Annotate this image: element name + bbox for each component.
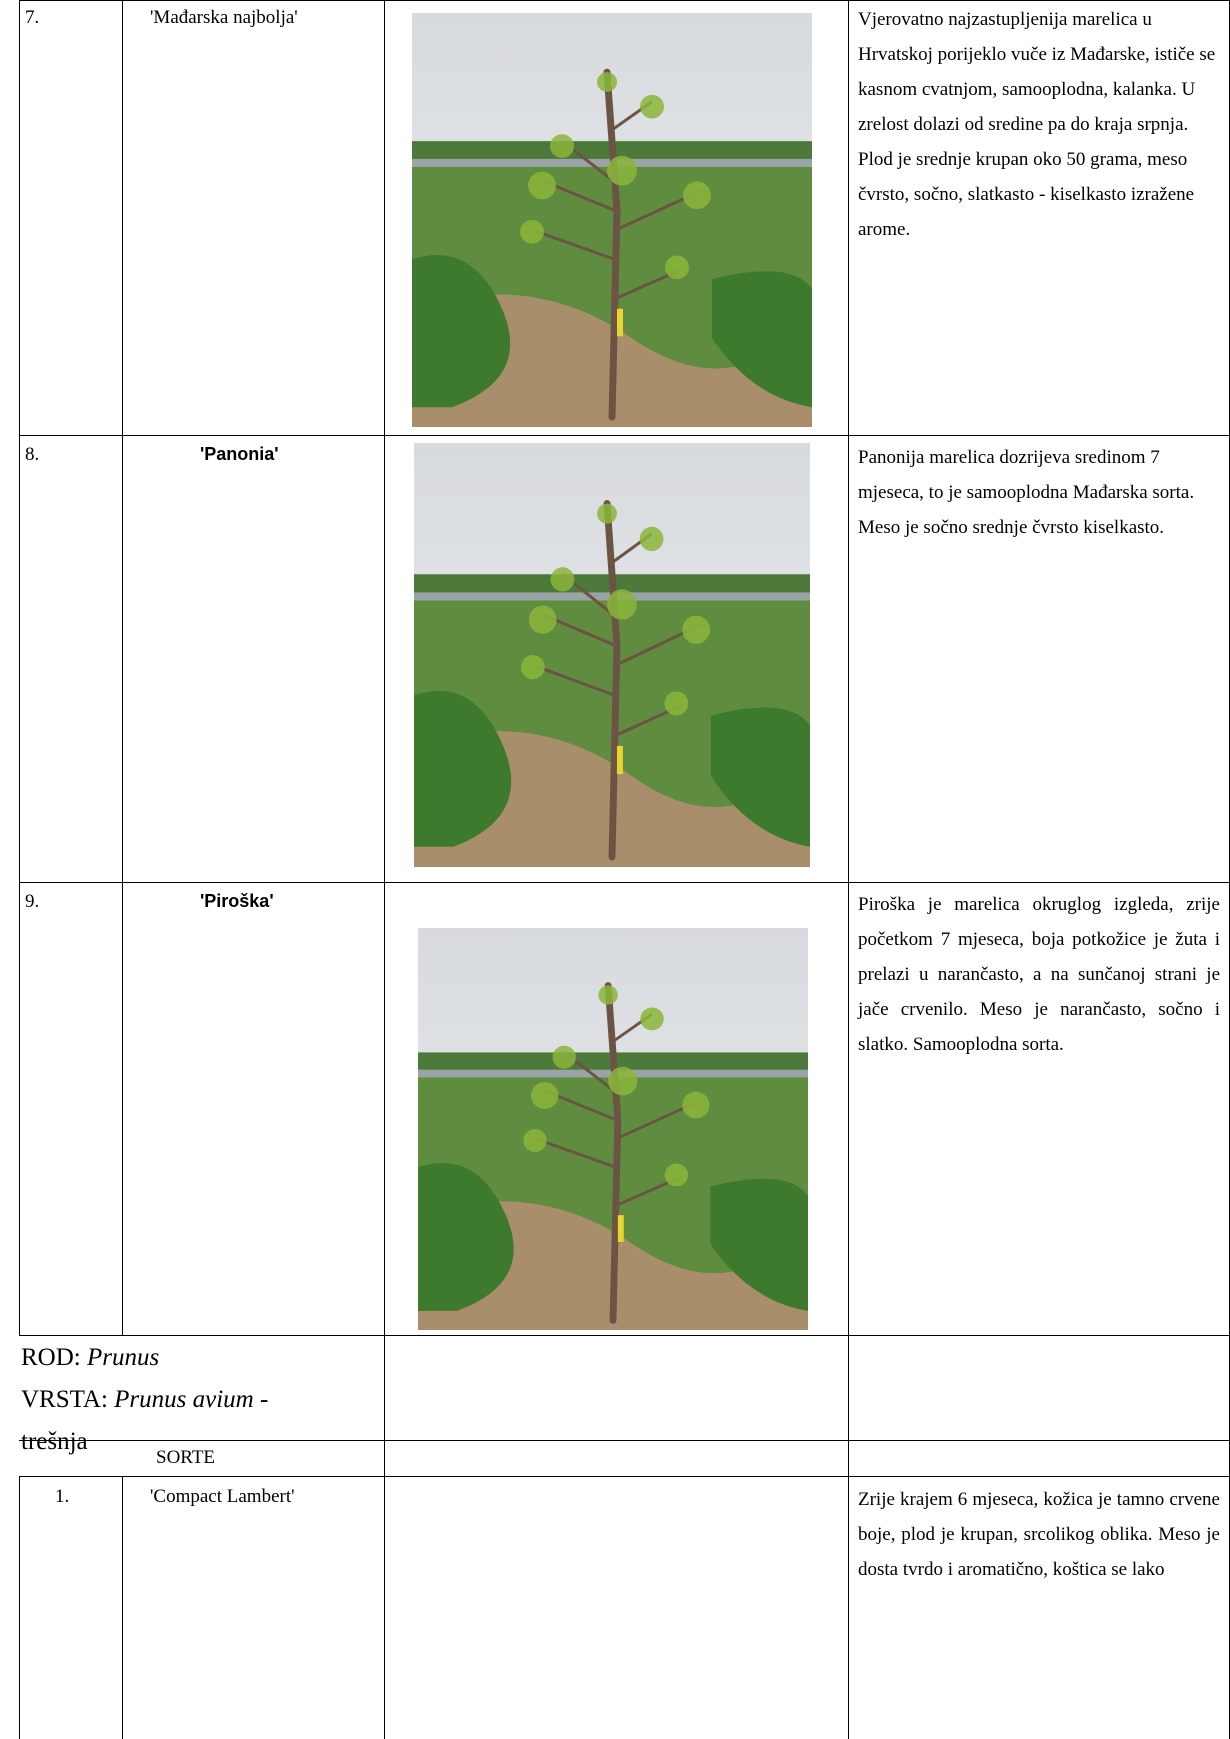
common-name: trešnja xyxy=(21,1428,88,1455)
variety-name: 'Mađarska najbolja' xyxy=(150,7,298,28)
variety-name: 'Piroška' xyxy=(200,891,274,911)
border xyxy=(384,0,385,1739)
separator: - xyxy=(259,1386,269,1413)
row-number: 7. xyxy=(25,7,40,28)
border xyxy=(19,1440,1230,1441)
genus: Prunus xyxy=(86,1344,160,1371)
description: Vjerovatno najzastupljenija marelica u H… xyxy=(858,9,1216,240)
genus-info: ROD: Prunus VRSTA: Prunus avium - trešnj… xyxy=(21,1337,376,1463)
border xyxy=(19,1476,1230,1477)
photo xyxy=(418,928,808,1330)
description: Piroška je marelica okruglog izgleda, zr… xyxy=(858,894,1220,1055)
photo xyxy=(414,443,810,867)
border xyxy=(19,0,20,1335)
description: Panonija marelica dozrijeva sredinom 7 m… xyxy=(858,447,1195,538)
row-number: 1. xyxy=(55,1486,70,1507)
border xyxy=(122,0,123,1335)
label: ROD: xyxy=(21,1344,81,1371)
section-header: SORTE xyxy=(156,1447,216,1468)
row-number: 9. xyxy=(25,891,40,912)
label: VRSTA: xyxy=(21,1386,108,1413)
photo xyxy=(412,13,812,427)
variety-name: 'Compact Lambert' xyxy=(150,1486,295,1507)
border xyxy=(19,435,1230,436)
border xyxy=(848,0,849,1739)
border xyxy=(19,1335,1230,1336)
species: Prunus avium xyxy=(114,1386,254,1413)
description: Zrije krajem 6 mjeseca, kožica je tamno … xyxy=(858,1489,1220,1580)
border xyxy=(122,1476,123,1739)
border xyxy=(19,1476,20,1739)
row-number: 8. xyxy=(25,444,40,465)
border xyxy=(19,0,1230,1)
border xyxy=(19,882,1230,883)
variety-name: 'Panonia' xyxy=(200,444,279,464)
